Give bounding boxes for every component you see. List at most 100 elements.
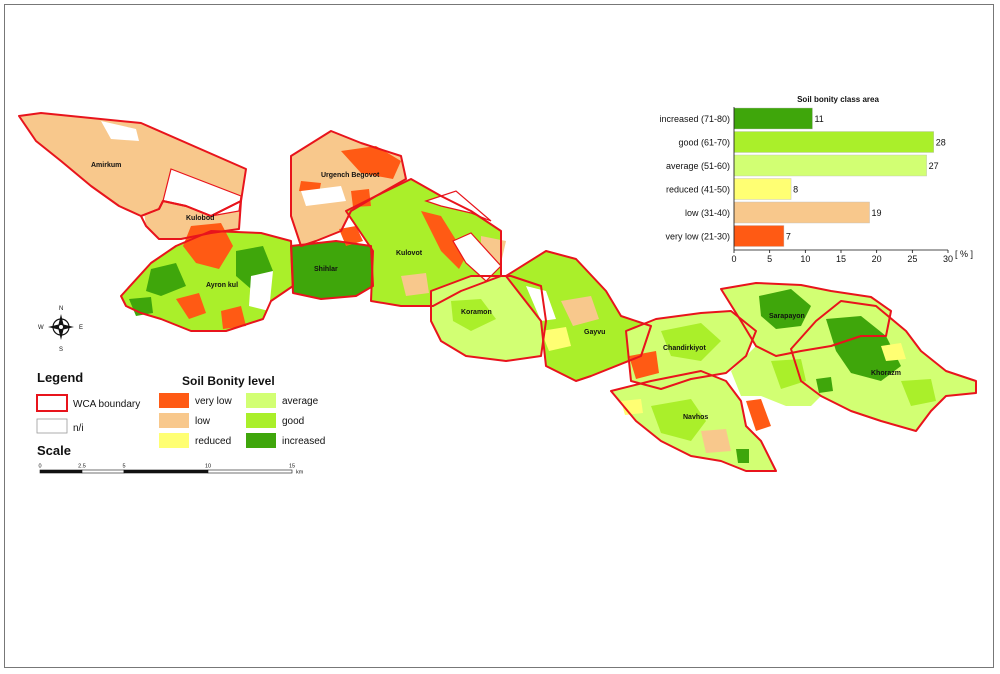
- scale-segment: [39, 469, 83, 474]
- patch-good: [451, 299, 496, 331]
- map-frame: Amirkum Kulobod Urgench Begovot Kulovot …: [4, 4, 994, 668]
- patch-very-low: [176, 293, 206, 319]
- chart-x-tick-label: 25: [907, 254, 917, 264]
- chart-x-tick-label: 30: [943, 254, 953, 264]
- north-arrow: N S W E: [38, 306, 83, 353]
- legend-label-very-low: very low: [195, 396, 232, 407]
- chart-data-label: 11: [814, 114, 823, 124]
- compass-center-icon: [59, 325, 63, 329]
- scale-segment: [207, 469, 293, 474]
- patch-increased: [826, 316, 901, 381]
- patch-low: [701, 429, 731, 453]
- chart-bar: [733, 107, 813, 130]
- patch-reduced: [541, 327, 571, 351]
- chart-category-label: good (61-70): [678, 138, 730, 148]
- legend-swatch-reduced: [159, 433, 189, 448]
- patch-ni: [249, 271, 273, 311]
- district-label-kulobod: Kulobod: [186, 215, 214, 222]
- district-label-navhos: Navhos: [683, 414, 708, 421]
- legend-swatch-wca-boundary: [36, 394, 68, 412]
- chart-bar: [733, 201, 870, 224]
- legend-swatch-very-low: [159, 393, 189, 408]
- chart-data-label: 7: [786, 232, 791, 242]
- chart-category-label: increased (71-80): [659, 114, 730, 124]
- chart-x-tick-label: 0: [731, 254, 736, 264]
- chart-x-tick-label: 10: [800, 254, 810, 264]
- soil-bonity-map: Amirkum Kulobod Urgench Begovot Kulovot …: [18, 112, 977, 472]
- chart-data-label: 28: [936, 138, 946, 148]
- patch-ni: [301, 186, 346, 206]
- boundary-urgench: [290, 130, 407, 247]
- boundary-navhos: [610, 370, 777, 472]
- patch-increased: [816, 377, 833, 393]
- scale-tick-label: 10: [205, 464, 211, 470]
- district-label-shihlar: Shihlar: [314, 266, 338, 273]
- bonity-class-area-chart: Soil bonity class area increased (71-80)…: [659, 95, 973, 264]
- bonity-legend-items: very low low reduced average good increased: [159, 393, 325, 448]
- patch-very-low: [746, 399, 771, 431]
- district-boundary-layer: [18, 112, 977, 472]
- district-label-khorazm: Khorazm: [871, 370, 901, 377]
- district-label-ayronkul: Ayron kul: [206, 282, 238, 289]
- patch-reduced: [881, 343, 906, 361]
- chart-category-label: average (51-60): [666, 161, 730, 171]
- legend-swatch-good: [246, 413, 276, 428]
- legend-swatch-increased: [246, 433, 276, 448]
- boundary-shihlar: [290, 240, 374, 300]
- map-canvas: Amirkum Kulobod Urgench Begovot Kulovot …: [18, 95, 977, 476]
- chart-x-tick-label: 20: [872, 254, 882, 264]
- boundary-chandirkiyot: [625, 310, 757, 390]
- patch-increased: [759, 289, 811, 329]
- patch-very-low: [183, 223, 233, 269]
- patch-good: [661, 323, 721, 361]
- chart-data-label: 27: [929, 161, 939, 171]
- chart-x-tick-label: 5: [767, 254, 772, 264]
- chart-bar: [733, 131, 934, 153]
- chart-x-tick-label: 15: [836, 254, 846, 264]
- outside-parcel: [452, 232, 502, 282]
- patch-very-low: [339, 226, 363, 246]
- scale-tick-label: 0: [38, 464, 41, 470]
- bonity-legend-title: Soil Bonity level: [182, 374, 275, 388]
- legend-label-ni: n/i: [73, 423, 84, 434]
- scale-tick-label: 5: [122, 464, 125, 470]
- patch-increased: [736, 449, 749, 463]
- district-label-sarapayon: Sarapayon: [769, 313, 805, 320]
- chart-bar: [733, 154, 927, 177]
- legend-swatch-ni: [36, 418, 68, 434]
- district-label-koramon: Koramon: [461, 309, 492, 316]
- chart-category-label: very low (21-30): [665, 232, 730, 242]
- patch-low: [561, 296, 599, 326]
- chart-bar: [733, 178, 792, 200]
- boundary-sarapayon: [720, 282, 892, 357]
- boundary-koramon: [430, 275, 547, 362]
- legend-swatch-average: [246, 393, 276, 408]
- scale-segment: [123, 469, 209, 474]
- patch-very-low: [421, 211, 466, 269]
- legend: Legend WCA boundary n/i Soil Bonity leve…: [36, 370, 325, 476]
- chart-category-label: reduced (41-50): [666, 185, 730, 195]
- patch-good: [651, 399, 706, 441]
- legend-title: Legend: [37, 370, 83, 385]
- scale-unit-label: km: [296, 470, 304, 476]
- district-label-chandirkiyot: Chandirkiyot: [663, 345, 706, 352]
- patch-very-low: [341, 146, 401, 179]
- legend-label-reduced: reduced: [195, 436, 231, 447]
- chart-bars: increased (71-80) 11 good (61-70) 28 average…: [659, 107, 946, 247]
- scale-title: Scale: [37, 443, 71, 458]
- legend-label-good: good: [282, 416, 304, 427]
- district-label-gayvu: Gayvu: [584, 329, 605, 336]
- scale-tick-label: 2.5: [78, 464, 86, 470]
- patch-ni: [526, 286, 556, 321]
- patch-good: [901, 379, 936, 406]
- legend-label-low: low: [195, 416, 211, 427]
- boundary-gayvu: [505, 250, 652, 382]
- patch-very-low: [221, 306, 246, 329]
- district-label-urgench: Urgench Begovot: [321, 172, 380, 179]
- chart-title: Soil bonity class area: [797, 95, 879, 104]
- district-label-amirkum: Amirkum: [91, 162, 121, 169]
- legend-label-wca-boundary: WCA boundary: [73, 399, 140, 410]
- chart-data-label: 19: [872, 208, 882, 218]
- patch-increased: [146, 263, 186, 296]
